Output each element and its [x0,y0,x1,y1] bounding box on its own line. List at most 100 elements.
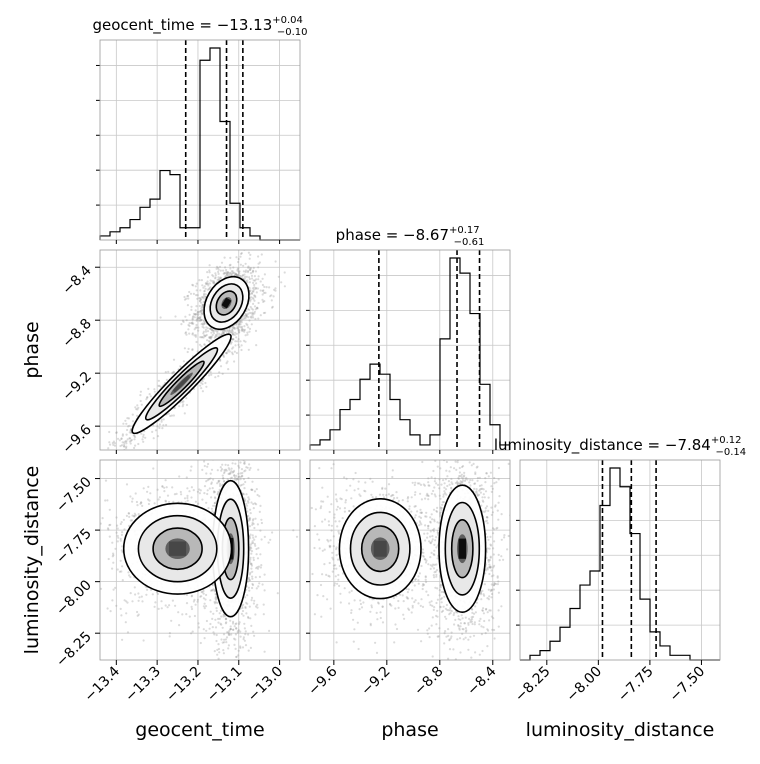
sample-point [251,583,253,585]
sample-point [158,380,160,382]
sample-point [224,266,226,268]
sample-point [252,309,254,311]
sample-point [108,431,110,433]
sample-point [197,503,199,505]
sample-point [205,605,207,607]
sample-point [218,648,220,650]
sample-point [239,458,241,460]
sample-point [203,593,205,595]
sample-point [232,328,234,330]
sample-point [187,297,189,299]
sample-point [188,333,190,335]
sample-point [238,338,240,340]
sample-point [459,467,461,469]
sample-point [154,502,156,504]
sample-point [197,314,199,316]
sample-point [218,651,220,653]
sample-point [212,275,214,277]
sample-point [212,626,214,628]
sample-point [134,406,136,408]
sample-point [263,286,265,288]
sample-point [181,613,183,615]
sample-point [204,344,206,346]
sample-point [127,631,129,633]
sample-point [234,332,236,334]
sample-point [247,496,249,498]
sample-point [125,442,127,444]
sample-point [234,328,236,330]
sample-point [242,456,244,458]
sample-point [259,511,261,513]
sample-point [166,379,168,381]
sample-point [249,254,251,256]
sample-point [161,607,163,609]
sample-point [228,329,230,331]
sample-point [115,516,117,518]
sample-point [130,440,132,442]
sample-point [206,620,208,622]
sample-point [245,334,247,336]
sample-point [212,478,214,480]
sample-point [490,596,492,598]
sample-point [190,309,192,311]
sample-point [432,655,434,657]
sample-point [252,557,254,559]
sample-point [192,323,194,325]
sample-point [237,458,239,460]
sample-point [141,505,143,507]
sample-point [56,539,58,541]
sample-point [209,487,211,489]
sample-point [234,274,236,276]
sample-point [112,444,114,446]
sample-point [202,332,204,334]
sample-point [195,324,197,326]
sample-point [216,266,218,268]
sample-point [206,466,208,468]
sample-point [264,536,266,538]
sample-point [154,391,156,393]
sample-point [218,333,220,335]
sample-point [240,349,242,351]
sample-point [259,530,261,532]
sample-point [191,486,193,488]
sample-point [199,320,201,322]
sample-point [419,454,421,456]
scatter-panel-geocent_time-phase-mode-1 [125,327,238,441]
sample-point [230,444,232,446]
hist-step-geocent_time [100,48,300,240]
sample-point [232,333,234,335]
sample-point [249,525,251,527]
sample-point [128,574,130,576]
sample-point [190,496,192,498]
sample-point [420,640,422,642]
sample-point [249,518,251,520]
sample-point [111,452,113,454]
sample-point [252,537,254,539]
sample-point [216,610,218,612]
sample-point [225,269,227,271]
sample-point [87,560,89,562]
sample-point [189,314,191,316]
sample-point [229,472,231,474]
sample-point [148,503,150,505]
sample-point [153,388,155,390]
sample-point [201,499,203,501]
sample-point [229,267,231,269]
sample-point [109,444,111,446]
sample-point [132,515,134,517]
sample-point [115,432,117,434]
sample-point [212,505,214,507]
sample-point [257,255,259,257]
sample-point [224,257,226,259]
sample-point [161,427,163,429]
sample-point [246,603,248,605]
sample-point [225,618,227,620]
sample-point [262,278,264,280]
hist-panel-luminosity_distance: luminosity_distance = −7.84+0.12−0.14 [494,435,746,660]
sample-point [123,446,125,448]
sample-point [131,501,133,503]
sample-point [119,461,121,463]
sample-point [120,614,122,616]
sample-point [203,320,205,322]
sample-point [195,501,197,503]
